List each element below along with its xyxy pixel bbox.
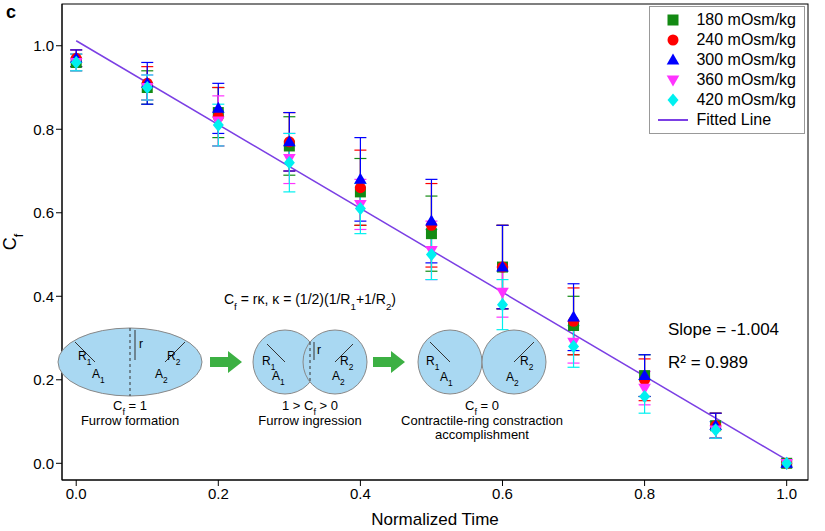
svg-text:Cf = 0: Cf = 0 bbox=[465, 398, 499, 417]
svg-text:c: c bbox=[6, 2, 16, 22]
html-text:360 mOsm/kg: 360 mOsm/kg bbox=[696, 71, 796, 88]
svg-text:Normalized Time: Normalized Time bbox=[371, 510, 499, 529]
svg-text:0.0: 0.0 bbox=[66, 485, 87, 502]
svg-text:r: r bbox=[139, 337, 143, 351]
svg-text:0.6: 0.6 bbox=[492, 485, 513, 502]
svg-text:0.8: 0.8 bbox=[634, 485, 655, 502]
svg-text:R1: R1 bbox=[426, 354, 440, 372]
svg-text:A1: A1 bbox=[440, 370, 453, 388]
svg-text:Furrow ingression: Furrow ingression bbox=[258, 413, 361, 428]
svg-text:0.0: 0.0 bbox=[33, 455, 54, 472]
svg-text:R1: R1 bbox=[78, 349, 92, 367]
svg-text:R2: R2 bbox=[520, 354, 534, 372]
svg-text:Furrow formation: Furrow formation bbox=[81, 413, 179, 428]
svg-text:Slope = -1.004: Slope = -1.004 bbox=[668, 320, 779, 339]
svg-text:R2: R2 bbox=[340, 354, 354, 372]
svg-text:1 > Cf > 0: 1 > Cf > 0 bbox=[282, 398, 338, 417]
html-text:Fitted Line: Fitted Line bbox=[696, 111, 772, 128]
svg-text:A2: A2 bbox=[506, 370, 519, 388]
svg-text:A1: A1 bbox=[272, 369, 285, 387]
svg-text:R1: R1 bbox=[262, 354, 276, 372]
svg-text:1.0: 1.0 bbox=[33, 37, 54, 54]
svg-text:R² = 0.989: R² = 0.989 bbox=[668, 353, 748, 372]
svg-text:0.4: 0.4 bbox=[350, 485, 371, 502]
svg-text:r: r bbox=[317, 343, 321, 357]
svg-text:R2: R2 bbox=[167, 349, 181, 367]
svg-text:Contractile-ring constraction: Contractile-ring constraction bbox=[401, 413, 563, 428]
svg-text:A1: A1 bbox=[92, 367, 105, 385]
html-text:240 mOsm/kg: 240 mOsm/kg bbox=[696, 31, 796, 48]
svg-text:A2: A2 bbox=[155, 367, 168, 385]
svg-text:0.2: 0.2 bbox=[208, 485, 229, 502]
svg-text:accomplishment: accomplishment bbox=[435, 427, 529, 442]
html-text:180 mOsm/kg: 180 mOsm/kg bbox=[696, 11, 796, 28]
svg-text:A2: A2 bbox=[332, 369, 345, 387]
html-text:420 mOsm/kg: 420 mOsm/kg bbox=[696, 91, 796, 108]
svg-text:Cf = rκ, κ = (1/2)(1/R1+1/R2): Cf = rκ, κ = (1/2)(1/R1+1/R2) bbox=[224, 291, 396, 312]
html-text:300 mOsm/kg: 300 mOsm/kg bbox=[696, 51, 796, 68]
svg-text:Cf: Cf bbox=[0, 233, 26, 250]
svg-text:0.2: 0.2 bbox=[33, 371, 54, 388]
svg-text:0.6: 0.6 bbox=[33, 204, 54, 221]
svg-text:1.0: 1.0 bbox=[776, 485, 797, 502]
svg-text:0.4: 0.4 bbox=[33, 288, 54, 305]
svg-text:Cf = 1: Cf = 1 bbox=[113, 398, 147, 417]
svg-text:0.8: 0.8 bbox=[33, 121, 54, 138]
